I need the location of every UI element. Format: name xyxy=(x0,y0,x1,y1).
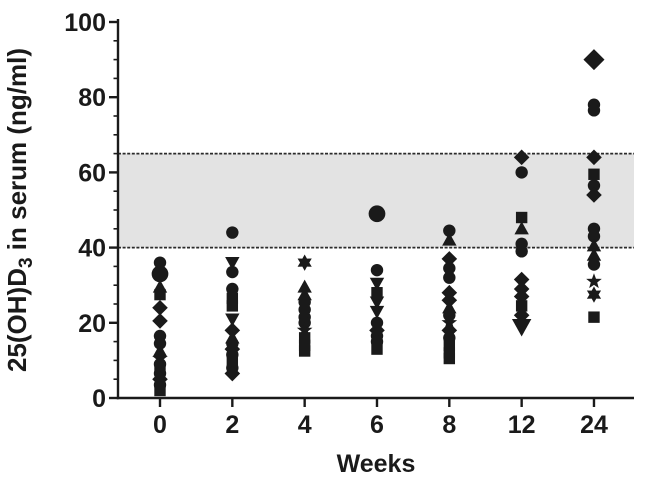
data-point-square xyxy=(226,292,239,305)
data-point-triangle-up xyxy=(297,287,312,301)
data-point-square xyxy=(226,300,239,312)
y-tick-label: 0 xyxy=(92,385,106,413)
y-tick-label: 100 xyxy=(64,9,106,37)
data-point-triangle-down xyxy=(225,313,240,327)
data-point-square xyxy=(226,354,239,367)
data-point-triangle-down xyxy=(225,257,240,271)
data-point-circle xyxy=(151,265,169,283)
data-point-triangle-up xyxy=(586,238,602,252)
x-tick-label: 4 xyxy=(298,411,312,439)
data-point-diamond xyxy=(513,149,530,166)
x-tick-label: 2 xyxy=(225,411,239,439)
data-point-diamond xyxy=(224,365,241,382)
data-point-circle xyxy=(153,337,167,350)
y-tick-label: 60 xyxy=(78,159,106,187)
data-point-square xyxy=(298,345,311,357)
reference-band-layer xyxy=(118,152,634,249)
data-point-diamond xyxy=(152,299,168,316)
data-point-square xyxy=(371,343,383,355)
data-point-triangle-up xyxy=(442,232,457,246)
data-point-diamond xyxy=(152,313,168,329)
data-point-circle xyxy=(370,263,384,277)
x-tick-label: 8 xyxy=(442,411,456,439)
data-point-square xyxy=(588,311,600,323)
data-point-circle xyxy=(153,256,167,269)
data-point-star5 xyxy=(152,350,168,366)
data-point-square xyxy=(298,332,311,344)
data-point-star6 xyxy=(297,254,312,271)
data-point-triangle-up xyxy=(297,279,312,293)
data-point-diamond xyxy=(586,187,602,203)
data-point-diamond xyxy=(441,251,458,267)
x-tick-label: 0 xyxy=(153,411,167,439)
data-point-square xyxy=(588,168,600,180)
y-axis-title: 25(OH)D3 in serum (ng/ml) xyxy=(2,48,37,372)
data-point-triangle-up xyxy=(442,300,457,314)
data-point-circle xyxy=(443,224,456,237)
data-point-square xyxy=(154,288,166,301)
data-point-diamond xyxy=(441,292,458,309)
data-point-star6 xyxy=(586,286,602,303)
reference-band xyxy=(118,153,634,248)
y-tick-label: 80 xyxy=(78,84,106,112)
data-point-triangle-down xyxy=(369,277,385,291)
data-point-square xyxy=(443,352,456,365)
data-points-layer xyxy=(151,49,605,397)
data-point-square xyxy=(443,339,456,352)
data-point-square xyxy=(154,384,166,397)
data-point-diamond xyxy=(513,271,530,288)
data-point-circle xyxy=(368,205,386,223)
data-point-triangle-down xyxy=(369,305,385,319)
y-tick-label: 40 xyxy=(78,235,106,263)
data-point-circle xyxy=(226,282,239,296)
data-point-diamond xyxy=(586,149,602,166)
data-point-square xyxy=(371,287,383,299)
x-tick-label: 6 xyxy=(370,411,384,439)
data-point-star5 xyxy=(586,273,602,289)
x-axis-title: Weeks xyxy=(337,450,416,478)
data-point-square xyxy=(515,300,528,312)
x-tick-label: 12 xyxy=(508,411,536,439)
data-point-triangle-down xyxy=(511,319,532,337)
data-point-triangle-up xyxy=(586,247,602,261)
data-point-circle xyxy=(226,265,239,279)
data-point-circle xyxy=(515,245,528,258)
data-point-circle xyxy=(226,226,239,239)
data-point-circle xyxy=(443,271,456,284)
data-point-circle xyxy=(515,166,528,179)
data-point-star5 xyxy=(296,322,313,337)
data-point-circle xyxy=(587,104,601,117)
data-point-triangle-down xyxy=(369,296,385,310)
data-point-diamond xyxy=(583,49,605,71)
data-point-star5 xyxy=(441,314,458,330)
data-point-diamond xyxy=(224,322,241,339)
data-point-circle xyxy=(443,262,456,275)
y-tick-label: 20 xyxy=(78,310,106,338)
data-point-square xyxy=(515,211,528,224)
data-point-circle xyxy=(587,179,601,192)
x-tick-label: 24 xyxy=(580,411,608,439)
data-point-triangle-up xyxy=(152,343,168,357)
data-point-circle xyxy=(587,258,601,271)
data-point-triangle-up xyxy=(514,221,529,235)
data-point-circle xyxy=(587,230,601,243)
